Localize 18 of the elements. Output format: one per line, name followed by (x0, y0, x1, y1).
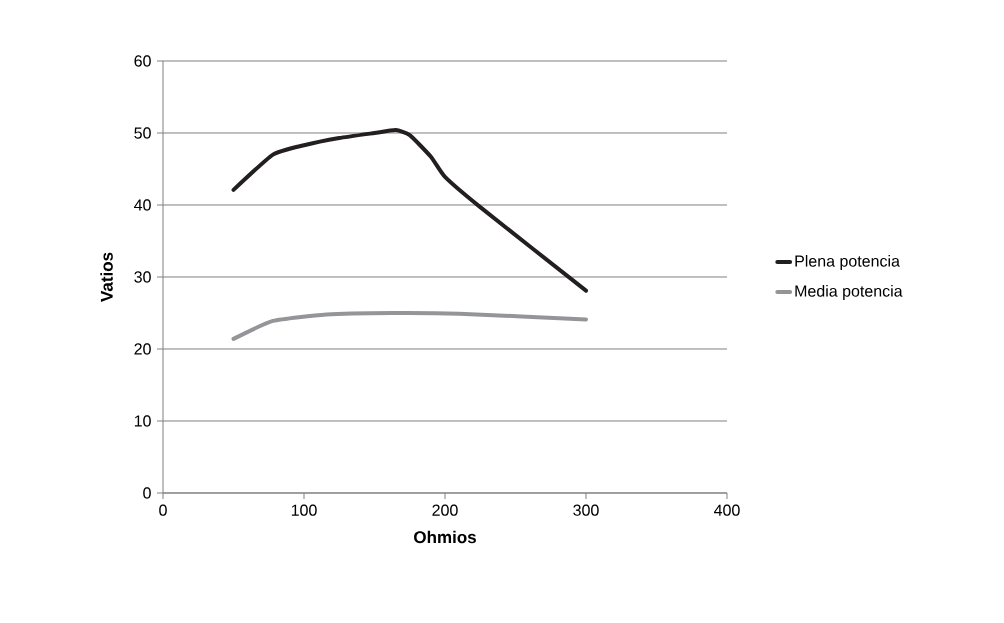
legend-label: Media potencia (795, 285, 903, 300)
x-tick-label: 300 (573, 504, 599, 516)
x-tick-label: 400 (714, 504, 740, 516)
y-tick-label: 10 (134, 415, 151, 427)
x-axis-title: Ohmios (414, 530, 476, 544)
y-tick-label: 20 (134, 343, 151, 355)
y-tick-label: 50 (134, 127, 151, 139)
y-tick-label: 30 (134, 271, 151, 283)
x-tick-label: 100 (291, 504, 317, 516)
y-tick-label: 0 (143, 487, 151, 499)
x-tick-label: 0 (159, 504, 167, 516)
x-tick-label: 200 (432, 504, 458, 516)
line-series (231, 310, 588, 341)
y-axis-title: Vatios (100, 252, 113, 302)
legend-label: Plena potencia (795, 255, 900, 270)
line-series (231, 128, 588, 293)
y-tick-label: 40 (134, 199, 151, 211)
y-tick-label: 60 (134, 55, 151, 67)
